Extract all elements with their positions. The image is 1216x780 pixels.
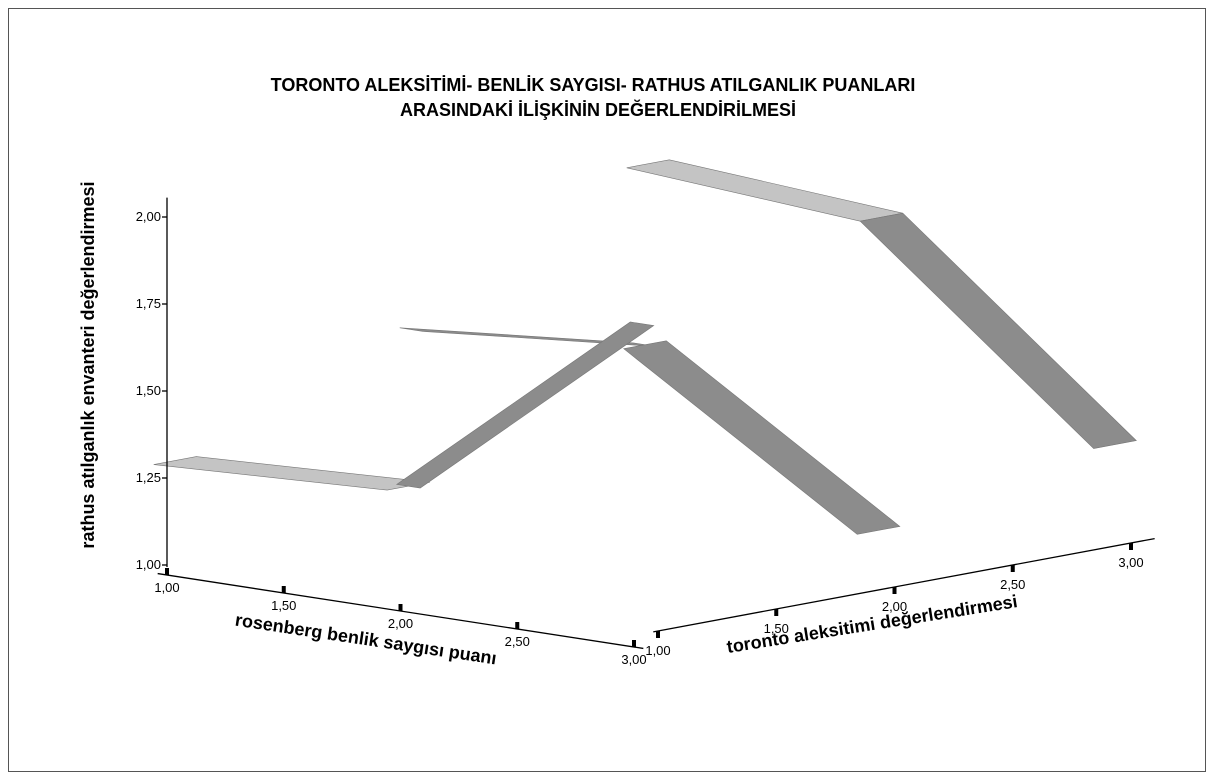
- x-tick-mark: [632, 640, 636, 647]
- z-tick-label: 2,00: [882, 599, 907, 614]
- z-tick-label: 3,00: [1118, 555, 1143, 570]
- y-tick-label: 1,75: [136, 296, 161, 311]
- series-1-segment: [153, 456, 430, 491]
- x-tick-mark: [398, 604, 403, 611]
- y-axis-label: rathus atılganlık envanteri değerlendirm…: [78, 181, 98, 548]
- x-tick-label: 1,50: [271, 598, 296, 613]
- x-tick-mark: [165, 568, 169, 575]
- z-tick-label: 2,50: [1000, 577, 1025, 592]
- y-tick-label: 1,25: [136, 470, 161, 485]
- series-3-segment: [626, 159, 903, 222]
- x-tick-label: 2,50: [505, 634, 530, 649]
- y-tick-label: 1,50: [136, 383, 161, 398]
- x-tick-mark: [281, 586, 286, 593]
- y-tick-label: 1,00: [136, 557, 161, 572]
- x-axis-label: rosenberg benlik saygısı puanı: [234, 610, 498, 669]
- ticks-layer: 1,00 1,25 1,50 1,75 2,00 1,00 1,50 2,00 2,50 3,00…: [136, 209, 1144, 667]
- x-tick-mark: [515, 622, 520, 629]
- z-tick-mark: [774, 609, 779, 616]
- z-tick-mark: [892, 587, 897, 594]
- x-tick-label: 2,00: [388, 616, 413, 631]
- z-tick-mark: [1010, 565, 1015, 572]
- chart-title-line-1: TORONTO ALEKSİTİMİ- BENLİK SAYGISI- RATH…: [270, 75, 916, 95]
- y-tick-label: 2,00: [136, 209, 161, 224]
- series-3-segment: [859, 212, 1137, 449]
- z-axis-line: [653, 537, 1155, 633]
- x-tick-label: 3,00: [621, 652, 646, 667]
- z-tick-mark: [1129, 543, 1133, 550]
- chart-title-line-2: ARASINDAKİ İLİŞKİNİN DEĞERLENDİRİLMESİ: [399, 100, 797, 120]
- z-tick-label: 1,00: [645, 643, 670, 658]
- chart-frame: [8, 8, 1206, 772]
- z-tick-label: 1,50: [764, 621, 789, 636]
- ribbons-layer: [153, 159, 1137, 535]
- series-1-segment: [396, 321, 655, 489]
- x-tick-label: 1,00: [154, 580, 179, 595]
- series-2-segment: [622, 340, 901, 535]
- z-tick-mark: [656, 631, 660, 638]
